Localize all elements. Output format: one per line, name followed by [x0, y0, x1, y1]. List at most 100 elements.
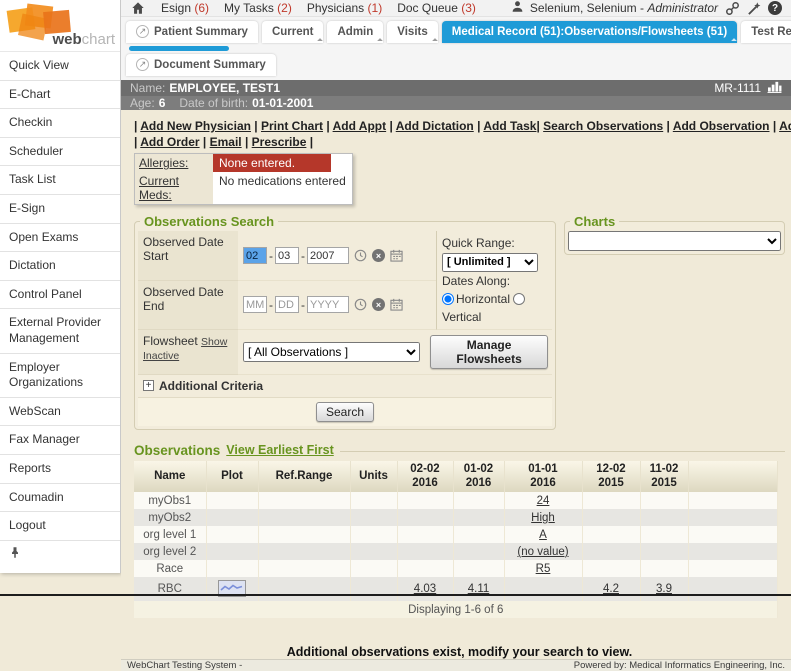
column-header-02-022016[interactable]: 02-02 2016: [397, 460, 454, 493]
tab-current[interactable]: Current: [261, 21, 324, 44]
home-icon[interactable]: [130, 0, 146, 16]
sidebar-item-control-panel[interactable]: Control Panel: [0, 281, 120, 310]
sidebar-item-dictation[interactable]: Dictation: [0, 252, 120, 281]
value-cell: [397, 560, 454, 578]
charts-panel: Charts: [564, 214, 785, 256]
column-header-units[interactable]: Units: [350, 460, 398, 493]
observation-value-link[interactable]: 4.11: [467, 583, 490, 596]
current-meds-link[interactable]: Current Meds:: [139, 174, 180, 203]
end-month-input[interactable]: [243, 296, 267, 314]
column-header-01-012016[interactable]: 01-01 2016: [504, 460, 583, 493]
topbar-item-esign[interactable]: Esign (6): [161, 1, 210, 15]
link-icon[interactable]: [724, 0, 740, 16]
sidebar-item-reports[interactable]: Reports: [0, 455, 120, 484]
webchart-logo[interactable]: webchart: [0, 0, 120, 52]
action-link-add-dictation[interactable]: Add Dictation: [395, 119, 474, 133]
column-header-01-022016[interactable]: 01-02 2016: [453, 460, 505, 493]
action-link-email[interactable]: Email: [209, 135, 242, 150]
action-link-search-observations[interactable]: Search Observations: [543, 119, 664, 133]
manage-flowsheets-button[interactable]: Manage Flowsheets: [430, 334, 548, 369]
column-header-ref-range[interactable]: Ref.Range: [258, 460, 351, 493]
action-link-add-observation[interactable]: Add Observation: [672, 119, 770, 133]
column-header-plot[interactable]: Plot: [206, 460, 259, 493]
tab-patient-summary[interactable]: ↗ Patient Summary: [126, 21, 258, 43]
plot-sparkline-icon[interactable]: [218, 579, 246, 597]
sidebar-item-employer-organizations[interactable]: Employer Organizations: [0, 354, 120, 398]
sidebar-item-scheduler[interactable]: Scheduler: [0, 138, 120, 167]
pin-icon[interactable]: [9, 546, 21, 563]
additional-criteria-toggle[interactable]: + Additional Criteria: [138, 375, 552, 397]
growth-chart-icon[interactable]: [767, 80, 782, 96]
sidebar-item-e-sign[interactable]: E-Sign: [0, 195, 120, 224]
value-cell: 4.11: [453, 577, 505, 602]
observation-value-link[interactable]: A: [539, 528, 547, 541]
action-link-add-document[interactable]: Add Document: [779, 119, 791, 133]
sidebar-item-task-list[interactable]: Task List: [0, 166, 120, 195]
sidebar-item-open-exams[interactable]: Open Exams: [0, 224, 120, 253]
observation-value-link[interactable]: 24: [536, 494, 550, 507]
clear-date-icon[interactable]: ×: [372, 298, 385, 312]
sidebar-item-webscan[interactable]: WebScan: [0, 398, 120, 427]
column-header-name[interactable]: Name: [134, 460, 207, 493]
sidebar-item-checkin[interactable]: Checkin: [0, 109, 120, 138]
charts-select[interactable]: [568, 231, 781, 252]
clear-date-icon[interactable]: ×: [372, 249, 385, 262]
wand-icon[interactable]: [746, 0, 762, 16]
action-link-print-chart[interactable]: Print Chart: [260, 119, 323, 133]
sidebar-item-fax-manager[interactable]: Fax Manager: [0, 426, 120, 455]
tab-medical-record-51-observations-flowsheets-51[interactable]: Medical Record (51):Observations/Flowshe…: [441, 21, 738, 44]
action-link-add-task[interactable]: Add Task: [483, 119, 537, 133]
end-day-input[interactable]: [275, 296, 299, 314]
sidebar-item-coumadin[interactable]: Coumadin: [0, 484, 120, 513]
column-header-11-022015[interactable]: 11-02 2015: [640, 460, 689, 493]
observation-value-link[interactable]: High: [531, 511, 555, 524]
start-month-input[interactable]: [243, 247, 267, 264]
observation-value-link[interactable]: 4.03: [413, 583, 437, 596]
popout-icon[interactable]: ↗: [136, 25, 149, 38]
topbar-item-my-tasks[interactable]: My Tasks (2): [224, 1, 292, 15]
popout-icon[interactable]: ↗: [136, 58, 149, 71]
observation-value-link[interactable]: (no value): [517, 545, 569, 558]
action-link-add-appt[interactable]: Add Appt: [332, 119, 387, 133]
units-cell: [350, 543, 398, 561]
dates-along-horizontal-radio[interactable]: [442, 292, 454, 305]
tab-visits[interactable]: Visits: [387, 21, 438, 44]
flowsheet-select[interactable]: [ All Observations ]: [243, 341, 421, 362]
search-button[interactable]: Search: [315, 401, 375, 422]
action-link-add-new-physician[interactable]: Add New Physician: [140, 119, 251, 133]
sidebar-item-external-provider-management[interactable]: External Provider Management: [0, 309, 120, 354]
observation-value-link[interactable]: 4.2: [603, 583, 619, 596]
action-link-prescribe[interactable]: Prescribe: [251, 135, 307, 150]
horizontal-radio-label: Horizontal: [456, 291, 511, 306]
tab-admin[interactable]: Admin: [327, 21, 384, 44]
pipe-separator: |: [473, 119, 484, 133]
tab-document-summary[interactable]: ↗ Document Summary: [126, 54, 276, 76]
clock-icon[interactable]: [353, 297, 368, 312]
observation-value-link[interactable]: R5: [535, 562, 551, 575]
calendar-icon[interactable]: [389, 297, 404, 312]
table-row-org-level-1: org level 1 A: [134, 526, 779, 544]
start-year-input[interactable]: [307, 247, 349, 264]
topbar-item-doc-queue[interactable]: Doc Queue (3): [397, 1, 476, 15]
sidebar-item-logout[interactable]: Logout: [0, 512, 120, 541]
sidebar-item-e-chart[interactable]: E-Chart: [0, 81, 120, 110]
dates-along-vertical-radio[interactable]: [513, 292, 526, 305]
allergies-link[interactable]: Allergies:: [139, 156, 189, 171]
sidebar-item-quick-view[interactable]: Quick View: [0, 52, 120, 81]
column-header-12-022015[interactable]: 12-02 2015: [582, 460, 641, 493]
clock-icon[interactable]: [353, 248, 368, 263]
observations-search-title: Observations Search: [144, 214, 275, 230]
view-earliest-first-link[interactable]: View Earliest First: [226, 443, 334, 458]
show-inactive-link[interactable]: Show Inactive: [143, 335, 228, 362]
start-day-input[interactable]: [275, 247, 299, 264]
help-icon[interactable]: ?: [768, 1, 782, 15]
user-menu[interactable]: Selenium, Selenium - Administrator: [529, 1, 718, 15]
end-year-input[interactable]: [307, 296, 349, 314]
quick-range-select[interactable]: [ Unlimited ]: [442, 252, 538, 272]
tab-test-results[interactable]: Test Results: [741, 21, 791, 43]
topbar-item-physicians[interactable]: Physicians (1): [306, 1, 383, 15]
calendar-icon[interactable]: [389, 248, 404, 263]
value-cell: [582, 492, 641, 510]
action-link-add-order[interactable]: Add Order: [140, 135, 200, 150]
observation-value-link[interactable]: 3.9: [656, 583, 672, 596]
